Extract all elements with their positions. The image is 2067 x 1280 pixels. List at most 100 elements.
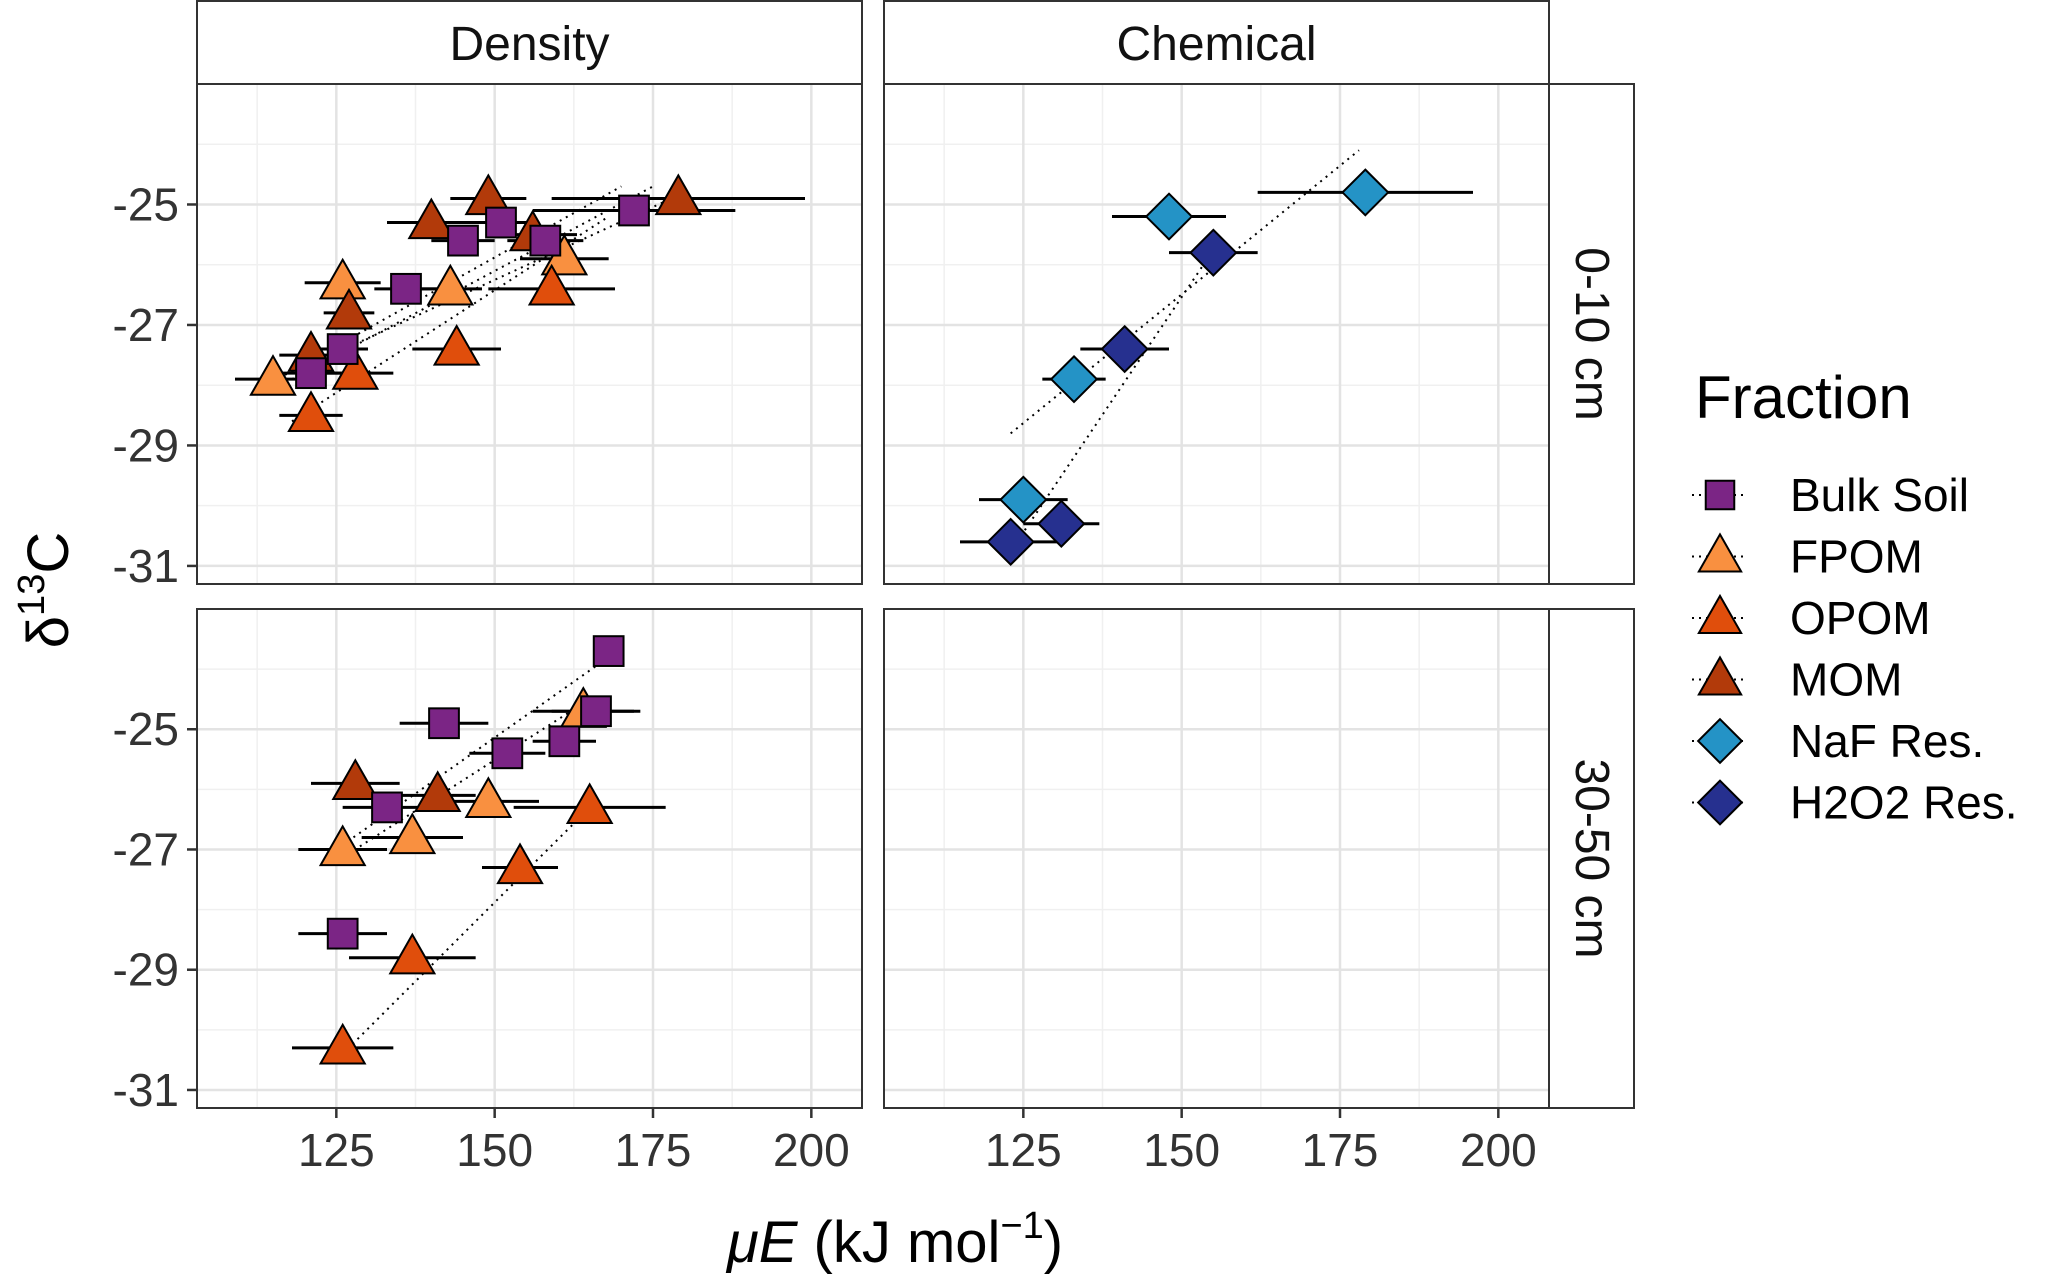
point-naf-res — [999, 475, 1048, 524]
legend-key-square-icon — [1704, 479, 1736, 511]
panel-density-30-50-cm — [196, 608, 863, 1109]
point-naf-res — [1144, 192, 1194, 241]
point-mom — [407, 197, 456, 240]
panel-border — [883, 83, 1550, 585]
legend-entry-fpom: FPOM — [1692, 531, 1923, 583]
legend-label: OPOM — [1790, 592, 1931, 644]
legend-entry-opom: OPOM — [1692, 592, 1931, 644]
point-bulk-soil — [295, 357, 327, 390]
point-bulk-soil — [371, 791, 403, 824]
x-tick-label: 150 — [456, 1124, 533, 1176]
y-tick-label: -31 — [113, 1064, 179, 1116]
legend-label: FPOM — [1790, 531, 1923, 583]
y-tick-label: -27 — [113, 299, 179, 351]
point-fpom — [318, 824, 367, 867]
point-bulk-soil — [326, 917, 359, 950]
point-naf-res — [1341, 168, 1390, 217]
panel-border — [883, 608, 1550, 1109]
legend-label: MOM — [1790, 654, 1902, 706]
point-bulk-soil — [485, 206, 517, 239]
point-h2o2-res — [1189, 228, 1238, 277]
point-opom — [388, 932, 437, 975]
panel-background — [884, 609, 1549, 1108]
point-fpom — [426, 263, 475, 306]
legend-label: Bulk Soil — [1790, 469, 1969, 521]
x-tick-label: 150 — [1143, 1124, 1220, 1176]
point-fpom — [388, 812, 437, 855]
point-fpom — [249, 354, 297, 396]
legend-key-triangle-icon — [1697, 532, 1743, 573]
x-tick-label: 125 — [298, 1124, 375, 1176]
point-opom — [565, 782, 614, 825]
point-mom — [654, 173, 703, 216]
y-axis-title-sup: 13 — [11, 574, 53, 616]
legend-title: Fraction — [1695, 364, 1912, 431]
panel-chemical-30-50-cm — [883, 608, 1550, 1109]
point-opom — [331, 348, 380, 390]
point-bulk-soil — [580, 695, 612, 728]
legend-entry-mom: MOM — [1692, 654, 1902, 706]
facet-strip-label: 0-10 cm — [1565, 247, 1618, 420]
point-bulk-soil — [548, 725, 581, 758]
y-axis-title-delta: δ — [16, 616, 81, 648]
point-opom — [496, 842, 544, 885]
x-axis-title-close: ) — [1044, 1210, 1063, 1275]
panel-density-0-10-cm — [196, 83, 863, 585]
point-mom — [413, 770, 462, 812]
y-tick-label: -31 — [113, 540, 179, 592]
point-bulk-soil — [428, 707, 460, 740]
y-axis-title: δ13C — [11, 532, 81, 648]
x-tick-label: 200 — [773, 1124, 850, 1176]
facet-strip-label: 30-50 cm — [1565, 758, 1618, 958]
panel-border — [196, 83, 863, 585]
x-tick-label: 125 — [985, 1124, 1062, 1176]
legend-key-triangle-icon — [1697, 593, 1743, 634]
panel-background — [884, 84, 1549, 584]
point-bulk-soil — [491, 737, 524, 770]
trend-line-fpom — [335, 698, 591, 863]
legend-label: H2O2 Res. — [1790, 777, 2018, 829]
legend-entry-naf-res: NaF Res. — [1692, 715, 1984, 767]
y-tick-label: -27 — [113, 823, 179, 875]
x-axis-title-mu: μE — [725, 1210, 799, 1275]
point-fpom — [464, 776, 513, 819]
facet-strip-label: Density — [449, 18, 609, 71]
point-bulk-soil — [592, 635, 625, 667]
panel-chemical-0-10-cm — [883, 83, 1550, 585]
trend-line-bulk-soil — [291, 185, 654, 381]
point-h2o2-res — [1100, 324, 1149, 374]
point-fpom — [318, 257, 367, 300]
point-opom — [527, 263, 576, 306]
x-tick-label: 175 — [1302, 1124, 1379, 1176]
point-bulk-soil — [447, 224, 479, 257]
panel-background — [197, 609, 862, 1108]
trend-line-h2o2-res — [1016, 240, 1221, 543]
point-bulk-soil — [618, 194, 650, 227]
point-h2o2-res — [1037, 499, 1086, 548]
legend-entry-bulk-soil: Bulk Soil — [1692, 469, 1969, 521]
panel-border — [196, 608, 863, 1109]
point-mom — [331, 758, 380, 800]
point-h2o2-res — [986, 517, 1035, 567]
point-naf-res — [1049, 354, 1099, 404]
x-axis-title-sup: −1 — [1000, 1205, 1043, 1247]
point-mom — [325, 287, 373, 330]
legend-label: NaF Res. — [1790, 715, 1984, 767]
facet-strip-label: Chemical — [1116, 18, 1316, 71]
point-bulk-soil — [326, 333, 359, 365]
x-axis-title: μE (kJ mol−1) — [725, 1205, 1063, 1275]
legend-key-triangle-icon — [1697, 655, 1743, 696]
legend: Fraction Bulk Soil FPOM OPOM MOM NaF Res. H2O… — [1692, 364, 2018, 829]
x-tick-label: 175 — [615, 1124, 692, 1176]
legend-entry-h2o2-res: H2O2 Res. — [1692, 777, 2018, 829]
legend-key-diamond-icon — [1696, 779, 1744, 826]
y-tick-label: -25 — [113, 703, 179, 755]
point-bulk-soil — [390, 272, 422, 305]
point-bulk-soil — [529, 224, 562, 257]
y-tick-label: -25 — [113, 178, 179, 230]
facet-strip-density — [196, 0, 863, 85]
panel-background — [197, 84, 862, 584]
y-tick-label: -29 — [113, 944, 179, 996]
point-opom — [318, 1022, 367, 1065]
